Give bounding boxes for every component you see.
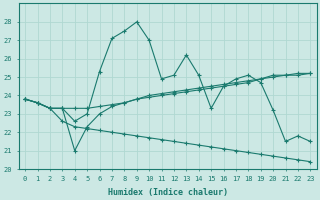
X-axis label: Humidex (Indice chaleur): Humidex (Indice chaleur) [108, 188, 228, 197]
